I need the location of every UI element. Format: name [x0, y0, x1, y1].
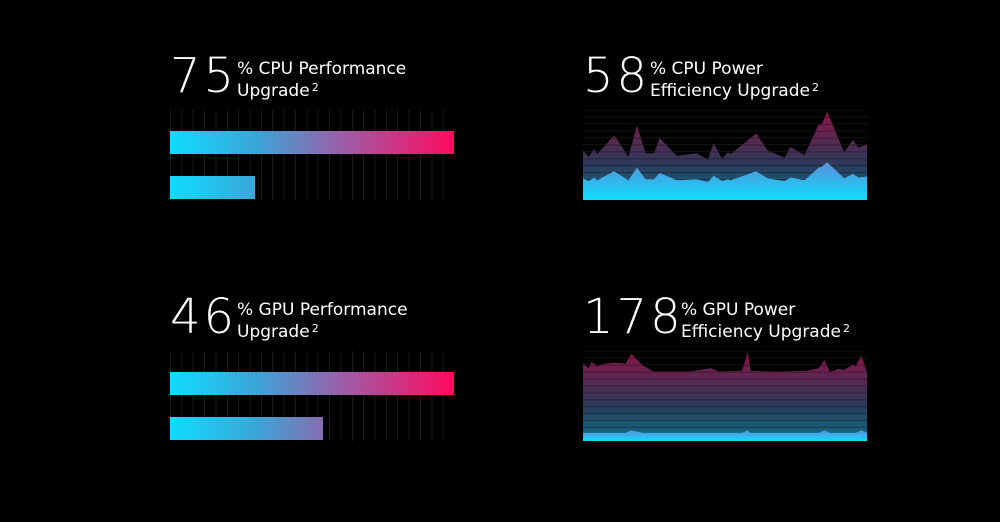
- footnote: 2: [842, 322, 850, 335]
- stripe-overlay: [583, 351, 867, 441]
- cpu-power-area-chart: [583, 110, 867, 200]
- footnote: 2: [311, 322, 319, 335]
- gpu-performance-label: % GPU Performance Upgrade 2: [237, 299, 408, 343]
- label-line1: % CPU Power: [650, 59, 763, 79]
- bar-1: [170, 372, 454, 395]
- footnote: 2: [311, 81, 319, 94]
- label-line1: % CPU Performance: [237, 59, 407, 79]
- bar-2: [170, 417, 324, 440]
- bar-2: [170, 176, 256, 199]
- label-line2: Efficiency Upgrade: [650, 81, 810, 101]
- bar-1: [170, 131, 454, 154]
- gpu-performance-value: 46: [170, 289, 238, 345]
- cpu-performance-value: 75: [170, 48, 238, 104]
- label-line1: % GPU Power: [681, 300, 796, 320]
- gpu-performance-bar-chart: [170, 351, 454, 441]
- gpu-power-label: % GPU Power Efficiency Upgrade 2: [681, 299, 850, 343]
- stripe-overlay: [583, 111, 867, 200]
- label-line2: Efficiency Upgrade: [681, 322, 841, 342]
- label-line2: Upgrade: [237, 81, 310, 101]
- lower-area-series: [583, 162, 867, 200]
- gpu-power-value: 178: [583, 289, 684, 345]
- label-line2: Upgrade: [237, 322, 310, 342]
- gpu-power-area-chart: [583, 351, 867, 441]
- footnote: 2: [811, 81, 819, 94]
- lower-area-series: [583, 430, 867, 441]
- cpu-power-value: 58: [583, 48, 651, 104]
- label-line1: % GPU Performance: [237, 300, 408, 320]
- cpu-power-label: % CPU Power Efficiency Upgrade 2: [650, 58, 819, 102]
- cpu-performance-bar-chart: [170, 110, 454, 200]
- cpu-performance-label: % CPU Performance Upgrade 2: [237, 58, 406, 102]
